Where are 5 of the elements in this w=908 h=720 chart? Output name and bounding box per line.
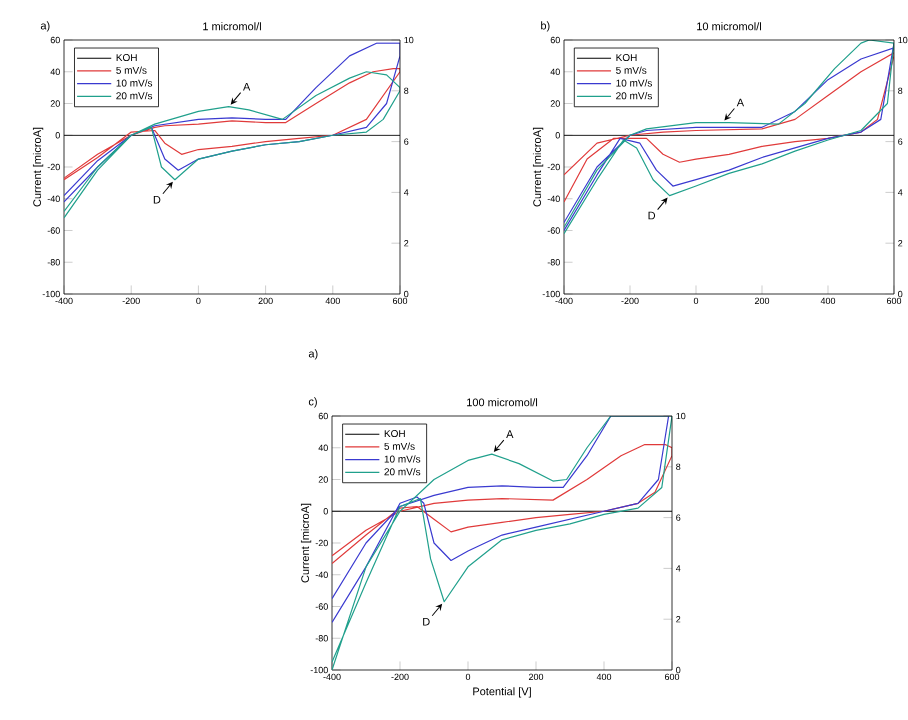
line-series [332, 416, 672, 670]
line-series [64, 67, 401, 181]
line-series [564, 52, 894, 203]
line-series [332, 443, 672, 565]
line-series [64, 71, 401, 219]
